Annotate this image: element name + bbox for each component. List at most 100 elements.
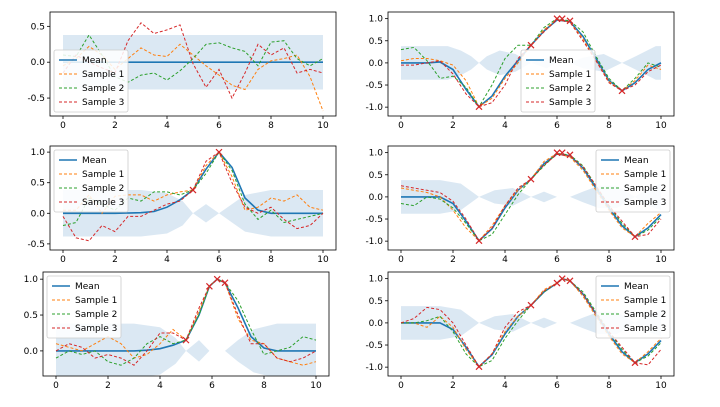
observation-marker-stroke [558,15,566,23]
series-line-sample-1 [62,43,324,112]
x-tick-label: 2 [450,121,456,131]
series-line-sample-3 [400,153,662,242]
x-tick-label: 4 [157,381,163,391]
observation-marker [566,277,574,285]
observation-marker [566,151,574,159]
x-tick-label: 6 [216,255,222,265]
y-tick-label: -0.5 [27,94,45,104]
x-tick-label: 6 [554,255,560,265]
x-tick-label: 8 [268,121,274,131]
panel-row1-right: 0 2 4 6 8 10 -1.0 -0.5 0.0 0.5 1.0 Mean Sample 1 Samp… [365,11,675,131]
y-tick-label: -0.5 [365,81,383,91]
series-line-sample-3 [55,278,317,366]
observation-marker-stroke [221,279,229,287]
legend: Mean Sample 1 Sample 2 Sample 3 [595,149,671,213]
observation-marker [527,175,535,183]
observation-marker-stroke [215,148,223,156]
legend-label: Sample 2 [82,84,124,94]
x-tick-label: 0 [398,121,404,131]
y-tick-label: 1.0 [369,275,384,285]
observation-marker [553,15,561,23]
axes-frame [42,271,330,377]
x-tick-label: 10 [655,255,667,265]
observation-marker [631,233,639,241]
observation-marker-stroke [527,301,535,309]
series-line-sample-2 [400,18,662,108]
x-tick-label: 8 [606,381,612,391]
y-tick-label: 0.5 [369,297,383,307]
y-tick-label: -0.5 [365,341,383,351]
x-tick-label: 0 [60,255,66,265]
y-tick-label: 0.5 [369,37,383,47]
x-tick-label: 6 [554,121,560,131]
legend-label: Sample 1 [82,70,124,80]
x-tick-label: 8 [261,381,267,391]
legend-box [46,275,122,339]
legend-label: Sample 1 [82,170,124,180]
legend-label: Sample 1 [624,296,666,306]
legend-label: Sample 3 [549,98,591,108]
x-tick-label: 10 [317,121,329,131]
x-tick-label: 4 [164,255,170,265]
x-tick-label: 0 [398,255,404,265]
legend-label: Sample 3 [624,198,666,208]
x-tick-label: 2 [112,121,118,131]
panel-row2-left: 0 2 4 6 8 10 -0.5 0.0 0.5 1.0 Mean Sample 1 Sample 2… [27,145,337,265]
series-line-mean [63,150,323,215]
legend-label: Mean [549,56,574,66]
x-tick-label: 8 [268,255,274,265]
observation-marker [475,237,483,245]
legend-label: Mean [82,56,107,66]
observation-marker [558,275,566,283]
y-tick-label: 1.0 [369,15,384,25]
series-line-sample-3 [400,278,662,368]
y-tick-label: 0.5 [31,22,45,32]
observation-marker [527,301,535,309]
observation-marker [558,15,566,23]
observation-marker-stroke [558,149,566,157]
legend-box [53,149,129,213]
y-tick-label: 0.0 [369,319,384,329]
legend-label: Sample 2 [624,184,666,194]
x-tick-label: 0 [60,121,66,131]
observation-marker-stroke [558,275,566,283]
x-tick-label: 10 [317,255,329,265]
legend: Mean Sample 1 Sample 2 Sample 3 [53,49,129,113]
x-tick-label: 0 [398,381,404,391]
observation-marker-stroke [189,186,197,194]
observation-marker [631,359,639,367]
x-tick-label: 2 [105,381,111,391]
observation-marker [221,279,229,287]
legend-label: Sample 1 [549,70,591,80]
observation-marker [475,363,483,371]
legend: Mean Sample 1 Sample 2 Sample 3 [46,275,122,339]
observation-marker-stroke [527,41,535,49]
observation-marker [618,87,626,95]
x-tick-label: 8 [606,121,612,131]
y-tick-label: 0.5 [24,311,38,321]
observation-marker-stroke [618,87,626,95]
legend-box [53,49,129,113]
legend-label: Sample 3 [82,198,124,208]
series-line-sample-1 [401,278,662,368]
panel-row3-right: 0 2 4 6 8 10 -1.0 -0.5 0.0 0.5 1.0 Mean Sample 1 Samp… [365,271,675,391]
x-tick-label: 4 [502,381,508,391]
legend: Mean Sample 1 Sample 2 Sample 3 [53,149,129,213]
x-tick-label: 4 [502,255,508,265]
legend-label: Sample 3 [82,98,124,108]
observation-marker-stroke [631,359,639,367]
legend-label: Sample 3 [75,324,117,334]
y-tick-label: -1.0 [365,363,383,373]
observation-marker-stroke [566,17,574,25]
panel-row2-right: 0 2 4 6 8 10 -1.0 -0.5 0.0 0.5 1.0 Mean Sample 1 Samp… [365,145,675,265]
y-tick-label: -0.5 [27,240,45,250]
y-tick-label: -1.0 [365,237,383,247]
y-tick-label: 0.0 [369,59,384,69]
observation-marker-stroke [553,15,561,23]
observation-marker-stroke [213,275,221,283]
legend-label: Sample 3 [624,324,666,334]
observation-marker-stroke [182,336,190,344]
x-tick-label: 4 [164,121,170,131]
x-tick-label: 2 [450,381,456,391]
